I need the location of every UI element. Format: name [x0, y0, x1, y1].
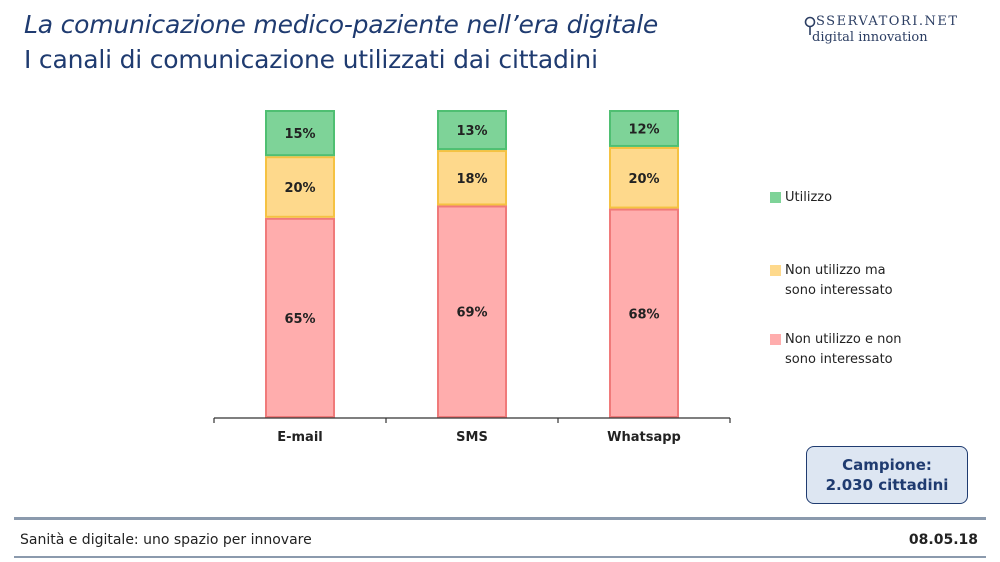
x-axis-tick-label: E-mail: [277, 430, 323, 445]
legend-label-non-interessato-line1: Non utilizzo e non: [785, 332, 902, 347]
legend-swatch-non-interessato: [770, 334, 781, 345]
bar-segment-email-2: [265, 110, 335, 157]
bar-data-label: 13%: [456, 124, 487, 139]
footer-divider: [14, 517, 986, 520]
footer-bottom-divider: [14, 556, 986, 558]
bar-segment-whatsapp-2: [609, 110, 679, 147]
bar-segment-whatsapp-0: [609, 208, 679, 418]
legend-label-interessato-line1: Non utilizzo ma: [785, 263, 886, 278]
bar-data-label: 18%: [456, 172, 487, 187]
bar-segment-sms-1: [437, 150, 507, 206]
bar-data-label: 20%: [628, 172, 659, 187]
legend-label-non-interessato: Non utilizzo e non sono interessato: [785, 330, 902, 370]
page-title: La comunicazione medico-paziente nell’er…: [24, 10, 659, 39]
x-axis-tick-label: Whatsapp: [607, 430, 681, 445]
legend-label-non-interessato-line2: sono interessato: [785, 352, 893, 367]
bar-data-label: 69%: [456, 306, 487, 321]
legend-label-interessato: Non utilizzo ma sono interessato: [785, 261, 893, 301]
page-subtitle: I canali di comunicazione utilizzati dai…: [24, 45, 598, 74]
bar-segment-sms-0: [437, 205, 507, 418]
legend-label-utilizzo: Utilizzo: [785, 190, 833, 205]
footer-date: 08.05.18: [908, 532, 978, 548]
legend-swatch-utilizzo: [770, 192, 781, 203]
legend-non-interessato: Non utilizzo e non sono interessato: [770, 330, 902, 370]
bar-segment-whatsapp-1: [609, 146, 679, 209]
bar-data-label: 15%: [284, 127, 315, 142]
bar-segment-email-0: [265, 217, 335, 418]
x-axis-tick-label: SMS: [456, 430, 488, 445]
bar-data-label: 65%: [284, 312, 315, 327]
logo-text-bottom: digital innovation: [812, 30, 928, 45]
sample-label: Campione:: [842, 456, 932, 474]
logo-text-top: SSERVATORI.NET: [816, 14, 959, 29]
legend-utilizzo: Utilizzo: [770, 188, 832, 208]
sample-size-box: Campione: 2.030 cittadini: [806, 446, 968, 504]
logo-pin-icon: [804, 16, 816, 35]
bar-segment-email-1: [265, 156, 335, 218]
sample-value: 2.030 cittadini: [825, 476, 949, 494]
osservatori-logo: SSERVATORI.NET digital innovation: [804, 14, 974, 54]
legend-swatch-interessato: [770, 265, 781, 276]
bar-data-label: 68%: [628, 307, 659, 322]
legend-interessato: Non utilizzo ma sono interessato: [770, 261, 893, 301]
bar-data-label: 12%: [628, 122, 659, 137]
footer-caption: Sanità e digitale: uno spazio per innova…: [20, 532, 312, 548]
legend-label-interessato-line2: sono interessato: [785, 283, 893, 298]
bar-segment-sms-2: [437, 110, 507, 151]
bar-data-label: 20%: [284, 181, 315, 196]
